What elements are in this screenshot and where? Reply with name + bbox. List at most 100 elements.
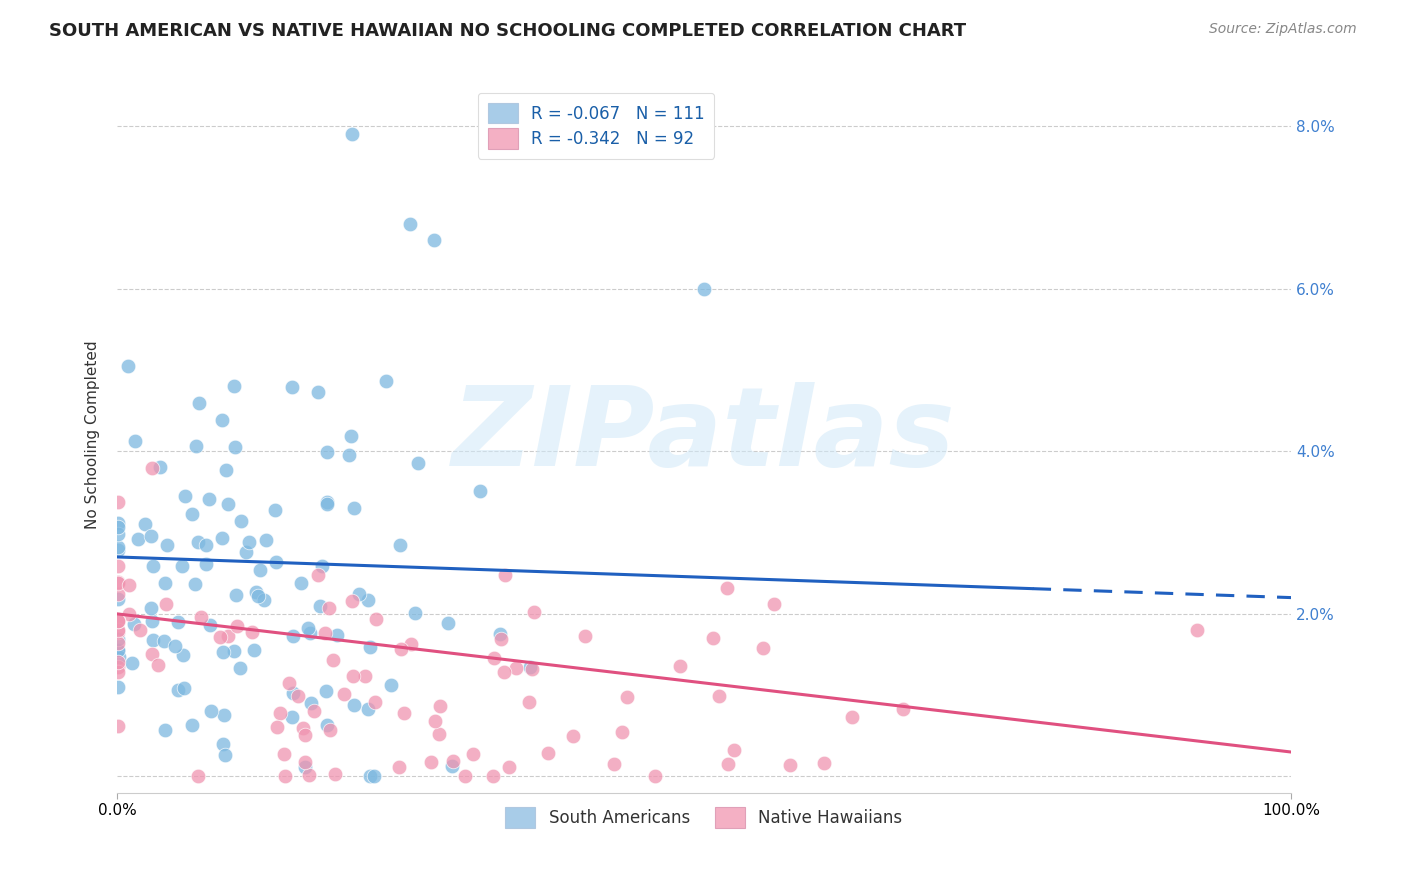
Point bbox=[200, 617, 222, 632]
Point bbox=[603, 756, 626, 771]
Point bbox=[489, 632, 512, 646]
Point bbox=[166, 615, 188, 629]
Point bbox=[364, 612, 387, 626]
Point bbox=[246, 589, 269, 603]
Point bbox=[841, 710, 863, 724]
Point bbox=[340, 594, 363, 608]
Point bbox=[322, 653, 344, 667]
Point bbox=[498, 760, 520, 774]
Point bbox=[522, 662, 544, 676]
Point bbox=[229, 661, 252, 675]
Point bbox=[406, 456, 429, 470]
Point bbox=[291, 721, 314, 735]
Point bbox=[294, 756, 316, 770]
Point bbox=[482, 769, 505, 783]
Point bbox=[357, 702, 380, 716]
Point bbox=[211, 532, 233, 546]
Point bbox=[118, 607, 141, 621]
Point bbox=[298, 768, 321, 782]
Point bbox=[134, 517, 156, 532]
Point bbox=[495, 567, 517, 582]
Point bbox=[281, 710, 304, 724]
Point bbox=[319, 723, 342, 738]
Point bbox=[517, 694, 540, 708]
Point bbox=[264, 503, 287, 517]
Point bbox=[107, 516, 129, 530]
Point bbox=[215, 463, 238, 477]
Point bbox=[155, 538, 177, 552]
Point bbox=[173, 681, 195, 695]
Point bbox=[281, 686, 304, 700]
Point bbox=[184, 439, 207, 453]
Point bbox=[235, 545, 257, 559]
Point bbox=[389, 538, 412, 552]
Text: ZIPatlas: ZIPatlas bbox=[453, 382, 956, 489]
Point bbox=[188, 395, 211, 409]
Point bbox=[326, 628, 349, 642]
Point bbox=[343, 500, 366, 515]
Point bbox=[153, 723, 176, 737]
Point bbox=[211, 645, 233, 659]
Point bbox=[461, 747, 484, 761]
Point bbox=[523, 605, 546, 619]
Point bbox=[243, 643, 266, 657]
Point bbox=[211, 412, 233, 426]
Point bbox=[337, 448, 360, 462]
Point bbox=[468, 484, 491, 499]
Point bbox=[519, 659, 541, 673]
Point bbox=[142, 633, 165, 648]
Y-axis label: No Schooling Completed: No Schooling Completed bbox=[86, 341, 100, 529]
Point bbox=[307, 385, 329, 400]
Point bbox=[316, 717, 339, 731]
Point bbox=[427, 727, 450, 741]
Point bbox=[388, 760, 411, 774]
Point bbox=[297, 621, 319, 635]
Point bbox=[693, 282, 716, 296]
Point bbox=[198, 492, 221, 507]
Text: SOUTH AMERICAN VS NATIVE HAWAIIAN NO SCHOOLING COMPLETED CORRELATION CHART: SOUTH AMERICAN VS NATIVE HAWAIIAN NO SCH… bbox=[49, 22, 966, 40]
Point bbox=[124, 434, 146, 448]
Point bbox=[249, 563, 271, 577]
Point bbox=[363, 769, 385, 783]
Point bbox=[195, 538, 218, 552]
Point bbox=[141, 648, 163, 662]
Point bbox=[437, 616, 460, 631]
Point bbox=[274, 769, 297, 783]
Point bbox=[187, 535, 209, 549]
Point bbox=[149, 460, 172, 475]
Point bbox=[238, 534, 260, 549]
Point bbox=[359, 640, 381, 654]
Point bbox=[107, 614, 129, 628]
Point bbox=[245, 585, 267, 599]
Point bbox=[108, 649, 131, 664]
Point bbox=[127, 532, 149, 546]
Point bbox=[225, 618, 247, 632]
Point bbox=[224, 379, 246, 393]
Point bbox=[225, 588, 247, 602]
Point bbox=[139, 601, 162, 615]
Point bbox=[264, 555, 287, 569]
Point bbox=[122, 616, 145, 631]
Point bbox=[308, 599, 330, 614]
Point bbox=[121, 656, 143, 670]
Point bbox=[316, 494, 339, 508]
Point bbox=[107, 624, 129, 639]
Point bbox=[187, 769, 209, 783]
Point bbox=[717, 757, 740, 772]
Point bbox=[142, 559, 165, 574]
Point bbox=[779, 758, 801, 772]
Point bbox=[281, 629, 304, 643]
Point bbox=[107, 591, 129, 606]
Point bbox=[668, 658, 690, 673]
Point bbox=[273, 747, 295, 761]
Point bbox=[316, 497, 339, 511]
Point bbox=[190, 609, 212, 624]
Point bbox=[323, 766, 346, 780]
Point bbox=[716, 582, 738, 596]
Point bbox=[616, 690, 638, 704]
Point bbox=[307, 567, 329, 582]
Point bbox=[107, 623, 129, 637]
Point bbox=[702, 632, 724, 646]
Point bbox=[107, 520, 129, 534]
Point bbox=[482, 651, 505, 665]
